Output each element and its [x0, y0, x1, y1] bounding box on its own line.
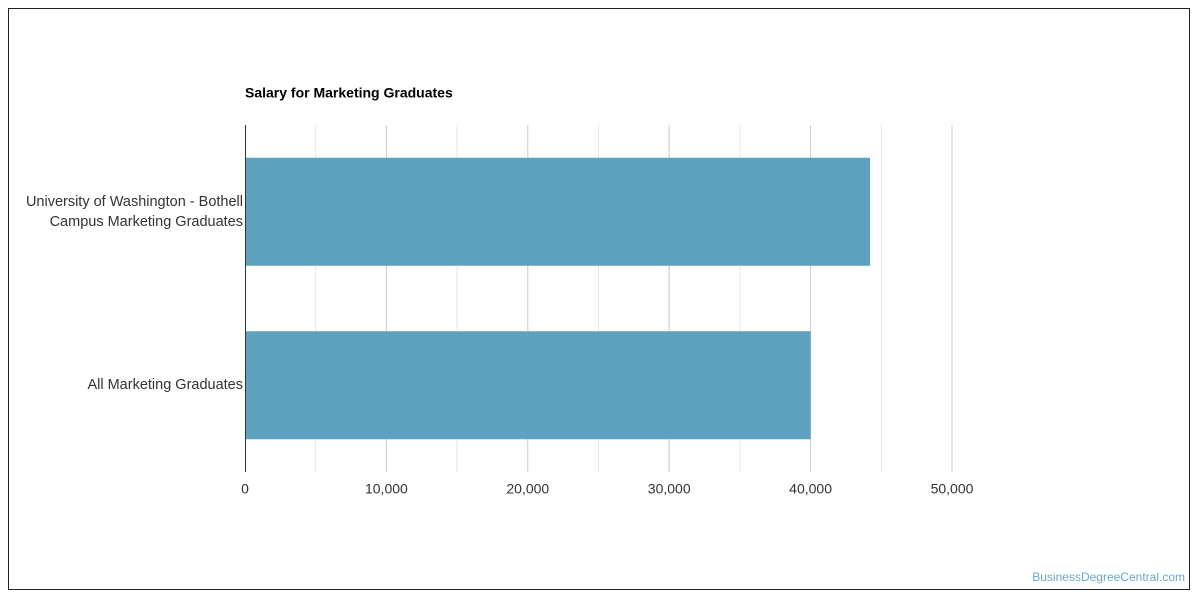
- y-tick-label: University of Washington - Bothell Campu…: [25, 193, 243, 230]
- x-tick-label: 30,000: [648, 481, 691, 497]
- y-tick-label: All Marketing Graduates: [87, 377, 243, 394]
- chart-title: Salary for Marketing Graduates: [245, 85, 453, 101]
- category-label-box: University of Washington - Bothell Campu…: [25, 193, 243, 230]
- source: BusinessDegreeCentral.com: [1032, 570, 1185, 584]
- bar: [245, 157, 870, 266]
- x-tick-label: 10,000: [365, 481, 408, 497]
- category-label-box: All Marketing Graduates: [87, 377, 243, 394]
- x-tick-label: 50,000: [931, 481, 974, 497]
- x-tick-label: 0: [241, 481, 249, 497]
- x-tick-label: 40,000: [789, 481, 832, 497]
- x-tick-label: 20,000: [506, 481, 549, 497]
- bar: [245, 331, 811, 440]
